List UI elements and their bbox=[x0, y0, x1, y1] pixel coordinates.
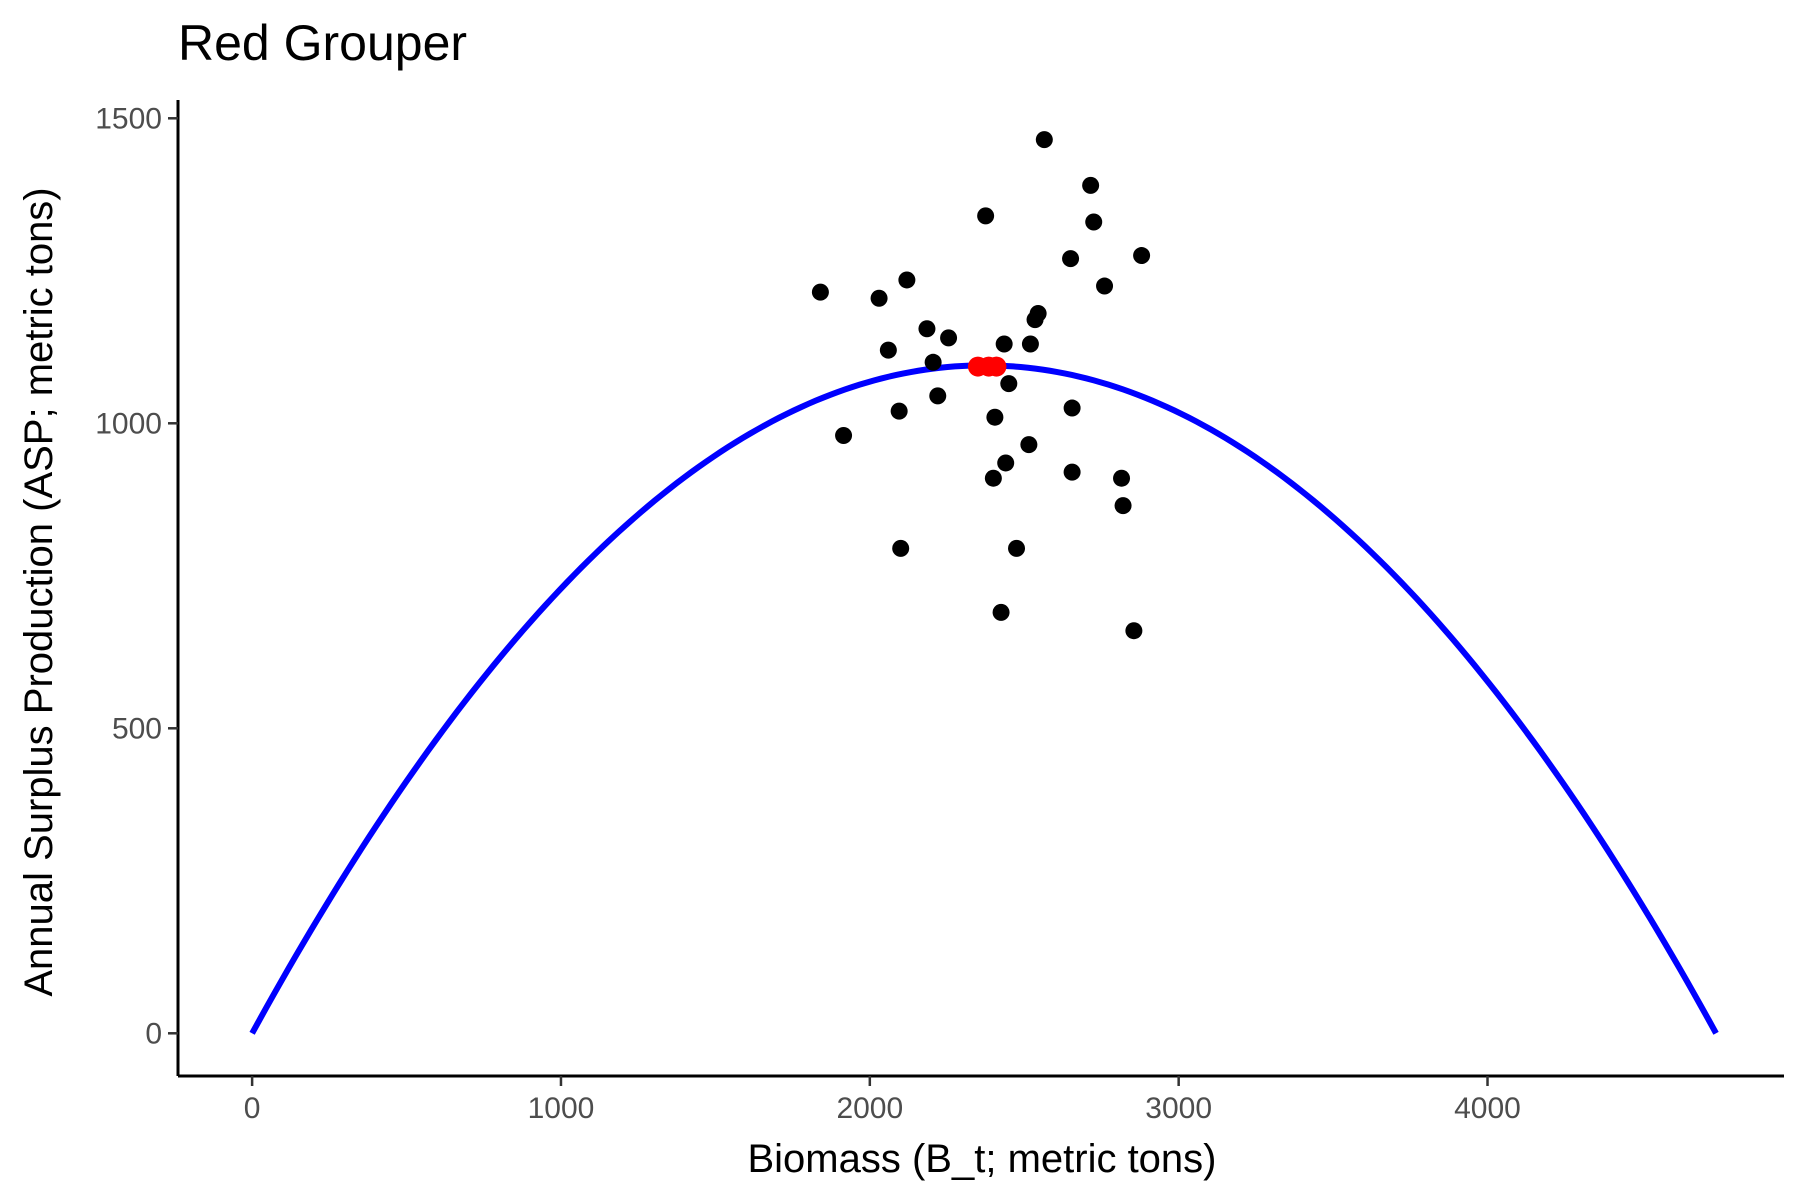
data-point bbox=[1030, 305, 1047, 322]
data-point bbox=[1064, 400, 1081, 417]
data-point bbox=[1036, 131, 1053, 148]
data-point bbox=[1133, 247, 1150, 264]
data-point bbox=[985, 470, 1002, 487]
data-point bbox=[1020, 436, 1037, 453]
highlight-point bbox=[986, 357, 1006, 377]
chart-title: Red Grouper bbox=[178, 15, 467, 71]
data-point bbox=[871, 290, 888, 307]
data-point bbox=[1062, 250, 1079, 267]
data-point bbox=[996, 336, 1013, 353]
data-point bbox=[1022, 336, 1039, 353]
data-point bbox=[925, 354, 942, 371]
data-point bbox=[1125, 622, 1142, 639]
x-tick-label: 0 bbox=[244, 1092, 261, 1125]
x-tick-label: 4000 bbox=[1454, 1092, 1521, 1125]
plot-area bbox=[252, 131, 1716, 1033]
data-point bbox=[918, 320, 935, 337]
data-point bbox=[986, 409, 1003, 426]
data-point bbox=[812, 284, 829, 301]
data-point bbox=[1000, 375, 1017, 392]
y-axis: 0 500 1000 1500 bbox=[95, 100, 178, 1076]
data-point bbox=[892, 540, 909, 557]
x-tick-label: 1000 bbox=[528, 1092, 595, 1125]
data-point bbox=[1113, 470, 1130, 487]
data-point bbox=[1082, 177, 1099, 194]
data-point bbox=[898, 271, 915, 288]
data-point bbox=[940, 329, 957, 346]
y-tick-label: 0 bbox=[145, 1017, 162, 1050]
y-tick-label: 1000 bbox=[95, 407, 162, 440]
y-axis-title: Annual Surplus Production (ASP; metric t… bbox=[17, 187, 61, 996]
data-point bbox=[1064, 464, 1081, 481]
data-point bbox=[835, 427, 852, 444]
x-axis-title: Biomass (B_t; metric tons) bbox=[747, 1137, 1216, 1181]
data-point bbox=[977, 207, 994, 224]
x-tick-label: 3000 bbox=[1145, 1092, 1212, 1125]
data-point bbox=[997, 454, 1014, 471]
data-point bbox=[1096, 278, 1113, 295]
data-point bbox=[891, 403, 908, 420]
data-point bbox=[880, 342, 897, 359]
data-point bbox=[993, 604, 1010, 621]
data-point bbox=[1085, 214, 1102, 231]
x-axis: 0 1000 2000 3000 4000 bbox=[178, 1076, 1784, 1125]
production-curve-line bbox=[252, 365, 1716, 1033]
data-point bbox=[929, 387, 946, 404]
data-point bbox=[1008, 540, 1025, 557]
y-tick-label: 500 bbox=[112, 712, 162, 745]
y-tick-label: 1500 bbox=[95, 102, 162, 135]
x-tick-label: 2000 bbox=[836, 1092, 903, 1125]
data-point bbox=[1115, 497, 1132, 514]
